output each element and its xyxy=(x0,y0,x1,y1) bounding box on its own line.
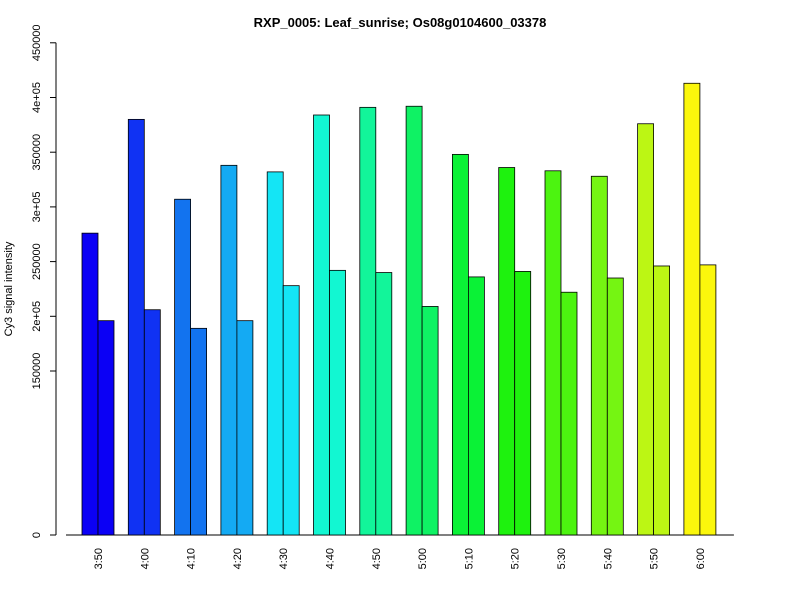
x-tick-label: 4:30 xyxy=(278,548,290,569)
x-tick-label: 5:50 xyxy=(649,548,661,569)
y-tick-label: 350000 xyxy=(31,134,43,171)
bar-440-2 xyxy=(329,269,346,536)
x-tick-label: 4:50 xyxy=(371,548,383,569)
x-tick-label: 3:50 xyxy=(93,548,105,569)
bar-520-2 xyxy=(514,271,532,536)
y-tick-label: 4e+05 xyxy=(31,82,43,113)
bar-540-1 xyxy=(590,175,608,536)
bar-430-2 xyxy=(282,285,300,536)
bar-510-2 xyxy=(467,276,485,536)
y-tick-label: 250000 xyxy=(31,243,43,280)
bar-600-2 xyxy=(699,264,717,536)
y-tick-label: 0 xyxy=(31,532,43,538)
bar-350-2 xyxy=(97,320,115,536)
x-tick-label: 5:30 xyxy=(556,548,568,569)
bar-530-1 xyxy=(544,170,562,536)
bars xyxy=(81,82,717,536)
chart-title: RXP_0005: Leaf_sunrise; Os08g0104600_033… xyxy=(254,15,547,30)
x-tick-label: 4:40 xyxy=(325,548,337,569)
bar-350-1 xyxy=(81,232,99,536)
bar-540-2 xyxy=(606,277,624,536)
bar-400-1 xyxy=(127,118,145,536)
y-tick-label: 2e+05 xyxy=(31,301,43,332)
x-tick-label: 4:10 xyxy=(186,548,198,569)
y-tick-label: 150000 xyxy=(31,353,43,390)
bar-600-1 xyxy=(683,82,701,536)
bar-440-1 xyxy=(313,114,330,536)
bar-500-2 xyxy=(421,306,439,536)
x-tick-label: 5:00 xyxy=(417,548,429,569)
bar-510-1 xyxy=(451,153,469,536)
y-axis-label: Cy3 signal intensity xyxy=(3,241,15,336)
bar-550-2 xyxy=(653,265,670,536)
y-tick-label: 3e+05 xyxy=(31,191,43,222)
bar-430-1 xyxy=(266,171,284,536)
bar-520-1 xyxy=(498,167,516,536)
bar-450-1 xyxy=(359,106,377,536)
x-tick-labels: 3:50 4:00 4:10 4:20 4:30 4:40 4:50 5:00 5:10 5:20… xyxy=(93,548,707,569)
x-tick-label: 4:20 xyxy=(232,548,244,569)
x-tick-label: 4:00 xyxy=(139,548,151,569)
bar-420-1 xyxy=(220,164,238,536)
bar-530-2 xyxy=(560,291,578,536)
bar-420-2 xyxy=(236,320,254,536)
bar-410-2 xyxy=(190,327,208,536)
x-tick-label: 5:20 xyxy=(510,548,522,569)
x-tick-label: 6:00 xyxy=(695,548,707,569)
y-tick-label: 450000 xyxy=(31,24,43,61)
bar-450-2 xyxy=(375,272,393,536)
bar-410-1 xyxy=(174,198,192,536)
bar-550-1 xyxy=(637,123,654,536)
bar-400-2 xyxy=(143,309,161,536)
x-tick-label: 5:40 xyxy=(602,548,614,569)
y-axis: 0 150000 2e+05 250000 3e+05 350000 4e+05 450000 xyxy=(31,24,57,538)
x-tick-label: 5:10 xyxy=(463,548,475,569)
bar-500-1 xyxy=(405,105,423,536)
